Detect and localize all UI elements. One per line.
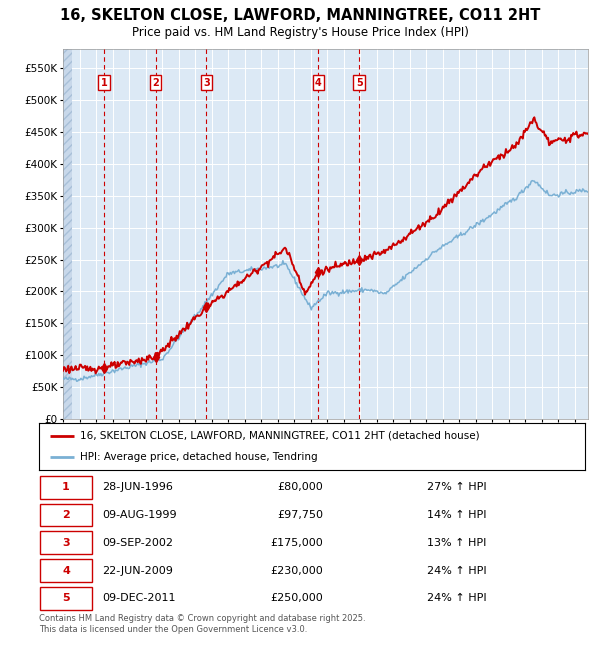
Text: 24% ↑ HPI: 24% ↑ HPI xyxy=(427,566,486,575)
Text: 09-SEP-2002: 09-SEP-2002 xyxy=(102,538,173,548)
Text: £97,750: £97,750 xyxy=(277,510,323,520)
Text: £175,000: £175,000 xyxy=(270,538,323,548)
Text: 24% ↑ HPI: 24% ↑ HPI xyxy=(427,593,486,603)
Text: 09-AUG-1999: 09-AUG-1999 xyxy=(102,510,176,520)
Text: 16, SKELTON CLOSE, LAWFORD, MANNINGTREE, CO11 2HT: 16, SKELTON CLOSE, LAWFORD, MANNINGTREE,… xyxy=(60,8,540,23)
Text: 13% ↑ HPI: 13% ↑ HPI xyxy=(427,538,486,548)
Text: 3: 3 xyxy=(62,538,70,548)
Text: £80,000: £80,000 xyxy=(277,482,323,492)
Text: 14% ↑ HPI: 14% ↑ HPI xyxy=(427,510,486,520)
Text: 16, SKELTON CLOSE, LAWFORD, MANNINGTREE, CO11 2HT (detached house): 16, SKELTON CLOSE, LAWFORD, MANNINGTREE,… xyxy=(80,431,479,441)
FancyBboxPatch shape xyxy=(40,504,92,526)
Text: 09-DEC-2011: 09-DEC-2011 xyxy=(102,593,175,603)
FancyBboxPatch shape xyxy=(40,559,92,582)
Text: Price paid vs. HM Land Registry's House Price Index (HPI): Price paid vs. HM Land Registry's House … xyxy=(131,26,469,39)
Text: 22-JUN-2009: 22-JUN-2009 xyxy=(102,566,173,575)
Text: £230,000: £230,000 xyxy=(270,566,323,575)
Text: Contains HM Land Registry data © Crown copyright and database right 2025.
This d: Contains HM Land Registry data © Crown c… xyxy=(39,614,365,634)
Text: 4: 4 xyxy=(315,77,322,88)
FancyBboxPatch shape xyxy=(40,587,92,610)
Text: 27% ↑ HPI: 27% ↑ HPI xyxy=(427,482,486,492)
Text: 4: 4 xyxy=(62,566,70,575)
Text: 2: 2 xyxy=(152,77,159,88)
Text: 1: 1 xyxy=(62,482,70,492)
Text: HPI: Average price, detached house, Tendring: HPI: Average price, detached house, Tend… xyxy=(80,452,317,462)
Text: 1: 1 xyxy=(101,77,107,88)
Text: 2: 2 xyxy=(62,510,70,520)
Text: 3: 3 xyxy=(203,77,210,88)
Text: 5: 5 xyxy=(62,593,70,603)
Text: 5: 5 xyxy=(356,77,362,88)
Text: 28-JUN-1996: 28-JUN-1996 xyxy=(102,482,173,492)
FancyBboxPatch shape xyxy=(40,531,92,554)
FancyBboxPatch shape xyxy=(40,476,92,499)
Text: £250,000: £250,000 xyxy=(270,593,323,603)
